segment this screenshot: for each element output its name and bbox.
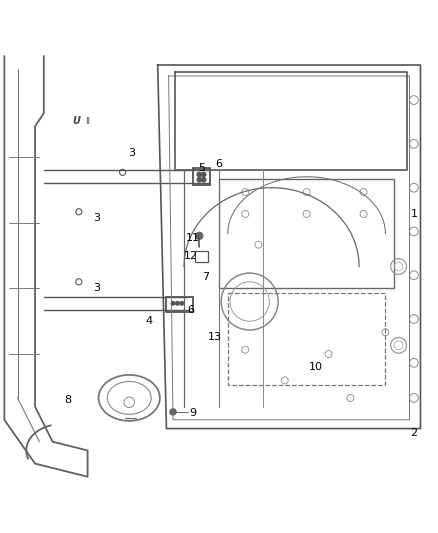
Text: 13: 13 bbox=[208, 332, 222, 342]
Text: II: II bbox=[85, 117, 90, 126]
Circle shape bbox=[176, 302, 179, 305]
Circle shape bbox=[197, 177, 201, 182]
Text: 9: 9 bbox=[189, 408, 196, 418]
Text: 7: 7 bbox=[202, 272, 209, 282]
Text: 10: 10 bbox=[308, 362, 322, 372]
Text: 4: 4 bbox=[145, 316, 152, 326]
Text: 12: 12 bbox=[184, 251, 198, 261]
Text: 8: 8 bbox=[64, 395, 71, 405]
Circle shape bbox=[170, 409, 176, 415]
Circle shape bbox=[180, 302, 184, 305]
Circle shape bbox=[201, 177, 206, 182]
Text: 1: 1 bbox=[410, 209, 417, 219]
Text: 5: 5 bbox=[198, 163, 205, 173]
Circle shape bbox=[201, 172, 206, 177]
Circle shape bbox=[197, 172, 201, 177]
Text: 2: 2 bbox=[410, 428, 417, 438]
Text: 3: 3 bbox=[93, 284, 100, 293]
Text: U: U bbox=[73, 116, 81, 126]
Text: 3: 3 bbox=[93, 213, 100, 223]
Text: 3: 3 bbox=[128, 148, 135, 158]
Text: 6: 6 bbox=[215, 159, 223, 168]
Text: 11: 11 bbox=[186, 233, 200, 243]
Circle shape bbox=[171, 302, 175, 305]
Circle shape bbox=[196, 232, 203, 239]
Text: 6: 6 bbox=[187, 305, 194, 316]
